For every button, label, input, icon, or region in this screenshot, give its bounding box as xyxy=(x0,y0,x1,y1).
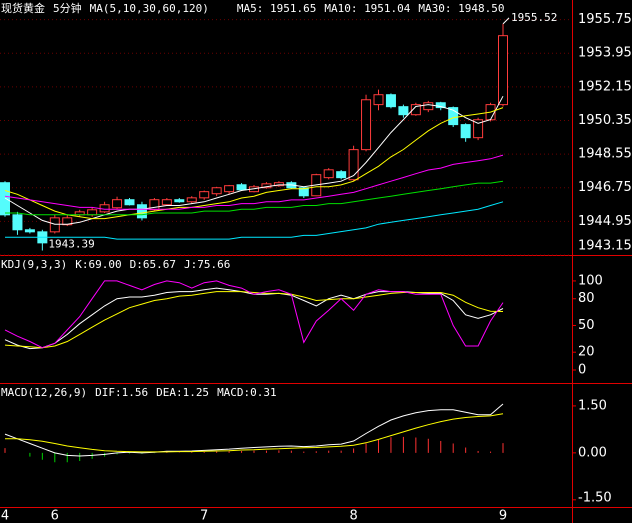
y-tick-label: 20 xyxy=(578,345,595,360)
indicator-line xyxy=(4,95,504,225)
candle-body xyxy=(323,169,334,179)
x-tick-label: 9 xyxy=(499,509,507,523)
candle-body xyxy=(112,199,123,209)
candle-body xyxy=(161,199,172,206)
candle-body xyxy=(224,185,235,193)
candle-body xyxy=(136,204,147,219)
indicator-line xyxy=(4,154,504,210)
candle-body xyxy=(498,35,508,106)
y-tick-label: 0 xyxy=(578,362,586,377)
period-label: 5分钟 xyxy=(53,1,82,15)
legend-entry: K:69.00 xyxy=(75,258,121,271)
x-tick-label: 7 xyxy=(200,509,208,523)
annotation-pointer xyxy=(502,17,510,25)
y-tick-label: 1943.15 xyxy=(578,239,632,254)
indicator-line xyxy=(4,280,504,349)
legend-entry: D:65.67 xyxy=(130,258,176,271)
candle-body xyxy=(12,214,23,231)
y-tick-label: 1944.95 xyxy=(578,214,632,229)
candle-body xyxy=(186,197,197,203)
candle-body xyxy=(273,182,284,187)
candle-body xyxy=(211,187,222,195)
candle-body xyxy=(174,199,185,203)
indicator-line xyxy=(4,107,504,220)
candle-body xyxy=(0,182,10,216)
legend-entry: MA5: 1951.65 xyxy=(237,2,316,15)
high-annotation: 1955.52 xyxy=(511,11,557,24)
y-tick-label: 0.00 xyxy=(578,445,607,460)
candle-body xyxy=(473,119,484,139)
candle-body xyxy=(385,94,396,108)
y-tick-label: 80 xyxy=(578,291,595,306)
legend-entry: MACD:0.31 xyxy=(217,386,277,399)
pane-title: 现货黄金 xyxy=(1,1,45,15)
candle-body xyxy=(460,124,471,139)
candle-body xyxy=(236,184,247,191)
x-tick-label: 8 xyxy=(349,509,357,523)
candle-body xyxy=(87,209,98,216)
candle-body xyxy=(124,199,135,206)
candle-body xyxy=(348,149,359,181)
indicator-line xyxy=(4,403,504,457)
indicator-label: MA(5,10,30,60,120) xyxy=(90,2,209,15)
y-tick-label: 1953.95 xyxy=(578,46,632,61)
candle-body xyxy=(423,102,434,111)
y-tick-label: 1.50 xyxy=(578,398,607,413)
y-tick-label: -1.50 xyxy=(578,491,612,506)
legend-entry: J:75.66 xyxy=(184,258,230,271)
candle-body xyxy=(398,106,409,116)
indicator-line xyxy=(5,201,504,240)
legend-entry: MA10: 1951.04 xyxy=(324,2,410,15)
legend-entry: MA30: 1948.50 xyxy=(418,2,504,15)
legend-entry: DIF:1.56 xyxy=(95,386,148,399)
pane-title: MACD(12,26,9) xyxy=(1,386,87,399)
candle-body xyxy=(336,171,347,179)
y-tick-label: 1948.55 xyxy=(578,147,632,162)
y-tick-label: 100 xyxy=(578,273,603,288)
candle-body xyxy=(199,191,210,199)
indicator-line xyxy=(4,287,504,350)
y-tick-label: 1946.75 xyxy=(578,180,632,195)
candle-body xyxy=(448,107,459,126)
indicator-line xyxy=(4,291,504,349)
legend-entry: DEA:1.25 xyxy=(156,386,209,399)
low-annotation: 1943.39 xyxy=(48,238,94,251)
candle-body xyxy=(62,217,73,226)
y-tick-label: 1950.35 xyxy=(578,113,632,128)
candle-body xyxy=(361,99,372,151)
candle-body xyxy=(49,217,60,233)
candle-body xyxy=(410,104,421,116)
indicator-line xyxy=(5,413,504,453)
candle-body xyxy=(435,102,446,109)
x-tick-label: 4 xyxy=(1,509,9,523)
y-tick-label: 50 xyxy=(578,318,595,333)
candle-body xyxy=(373,94,384,106)
x-tick-label: 6 xyxy=(51,509,59,523)
y-tick-label: 1952.15 xyxy=(578,79,632,94)
pane-title: KDJ(9,3,3) xyxy=(1,258,67,271)
candle-body xyxy=(149,199,160,211)
y-tick-label: 1955.75 xyxy=(578,12,632,27)
candle-body xyxy=(24,229,35,233)
candle-body xyxy=(298,187,309,197)
indicator-line xyxy=(5,180,504,216)
